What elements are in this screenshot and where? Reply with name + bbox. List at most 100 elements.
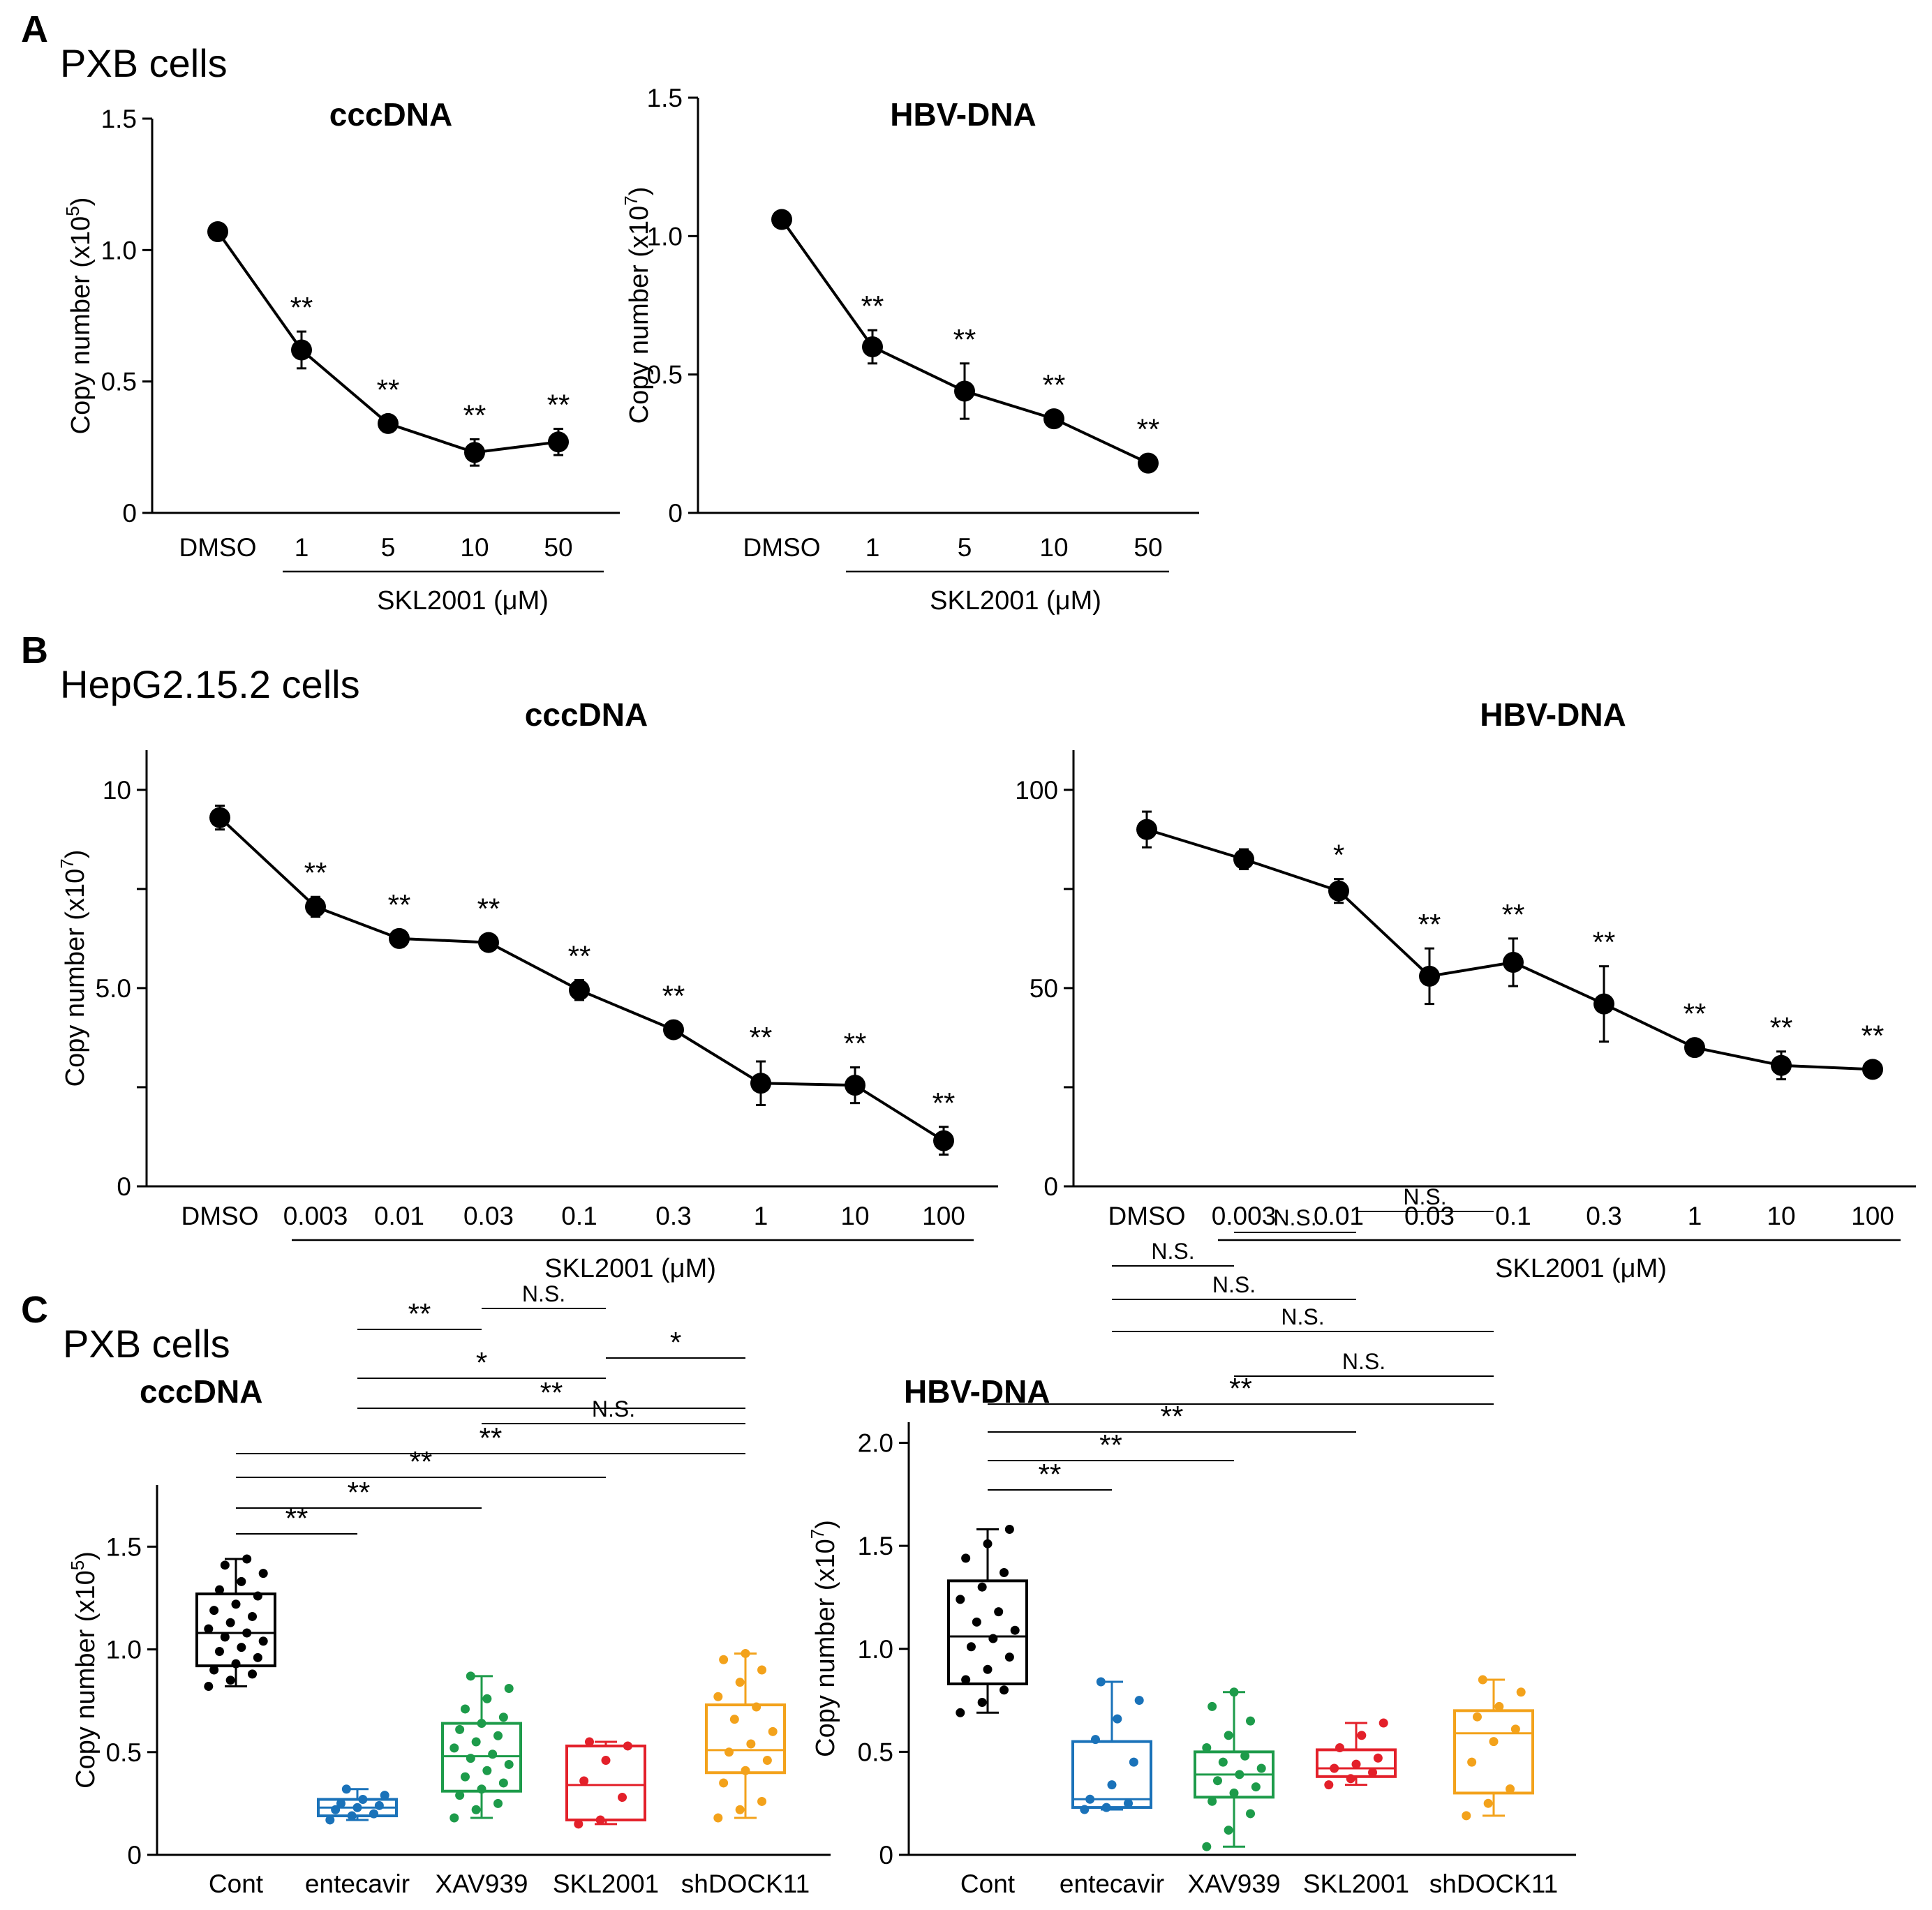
jitter-point: [579, 1776, 589, 1786]
jitter-point: [1107, 1780, 1117, 1790]
data-point: [954, 380, 975, 402]
jitter-point: [471, 1805, 481, 1814]
jitter-point: [1246, 1716, 1256, 1726]
significance-label: **: [1043, 368, 1066, 401]
jitter-point: [1346, 1774, 1355, 1784]
y-tick-label: 0: [668, 499, 683, 528]
comparison-label: **: [1161, 1400, 1184, 1433]
data-point: [464, 442, 485, 463]
jitter-point: [1218, 1757, 1228, 1767]
jitter-point: [331, 1805, 341, 1814]
y-tick-label: 0.5: [858, 1738, 893, 1766]
y-tick-label: 0.5: [647, 361, 683, 389]
x-category-label: SKL2001: [553, 1870, 659, 1898]
data-point: [1138, 452, 1159, 474]
data-point: [1503, 951, 1524, 973]
jitter-point: [455, 1724, 465, 1734]
jitter-point: [956, 1595, 965, 1604]
data-point: [1771, 1054, 1792, 1076]
significance-label: **: [1502, 898, 1525, 931]
jitter-point: [1212, 1776, 1222, 1786]
significance-label: **: [1418, 908, 1441, 941]
jitter-point: [741, 1766, 750, 1775]
x-category-label: 100: [1851, 1202, 1894, 1230]
jitter-point: [358, 1795, 368, 1804]
y-tick-label: 100: [1015, 776, 1058, 805]
comparison-label: **: [480, 1422, 503, 1454]
jitter-point: [220, 1560, 230, 1570]
jitter-point: [1494, 1701, 1504, 1711]
comparison-label: **: [1229, 1372, 1252, 1405]
jitter-point: [325, 1815, 335, 1825]
chart-c-cccdna: 0 0.5 1.0 1.5 cccDNA Copy number (x105) Cont en…: [67, 1281, 831, 1898]
jitter-point: [471, 1737, 481, 1747]
x-category-label: 5: [958, 533, 972, 562]
data-point: [862, 336, 883, 357]
chart-title: cccDNA: [525, 696, 648, 733]
x-category-label: 50: [1134, 533, 1162, 562]
y-axis-label: Copy number (x107): [807, 1520, 840, 1757]
jitter-point: [253, 1652, 262, 1662]
jitter-point: [741, 1648, 750, 1658]
jitter-point: [1462, 1811, 1471, 1821]
jitter-point: [961, 1675, 971, 1685]
y-tick-label: 1.0: [101, 236, 137, 264]
jitter-point: [752, 1702, 761, 1712]
jitter-point: [1516, 1687, 1526, 1697]
x-category-label: SKL2001: [1303, 1870, 1409, 1898]
jitter-point: [380, 1791, 389, 1800]
x-category-label: 0.1: [1495, 1202, 1531, 1230]
jitter-point: [719, 1778, 729, 1788]
jitter-point: [1004, 1652, 1014, 1662]
jitter-point: [477, 1719, 486, 1729]
jitter-point: [1101, 1803, 1111, 1812]
data-point: [1419, 965, 1440, 987]
jitter-point: [1467, 1757, 1477, 1767]
jitter-point: [341, 1784, 351, 1794]
x-category-label: 0.3: [1586, 1202, 1621, 1230]
significance-label: **: [953, 323, 976, 356]
x-category-label: 0.01: [374, 1202, 424, 1230]
comparison-label: **: [410, 1445, 433, 1478]
jitter-point: [258, 1569, 268, 1579]
jitter-point: [1202, 1743, 1212, 1752]
comparison-label: *: [476, 1346, 487, 1379]
data-point: [1136, 819, 1157, 840]
jitter-point: [488, 1749, 498, 1759]
x-category-label: 0.03: [463, 1202, 514, 1230]
jitter-point: [983, 1539, 993, 1549]
jitter-point: [762, 1756, 772, 1766]
y-tick-label: 1.0: [106, 1636, 142, 1664]
jitter-point: [1240, 1751, 1250, 1761]
jitter-point: [719, 1655, 729, 1664]
jitter-point: [204, 1682, 214, 1692]
y-axis-label: Copy number (x107): [57, 850, 90, 1087]
x-category-label: 1: [754, 1202, 768, 1230]
series-line: [1146, 828, 1873, 1071]
jitter-point: [1330, 1763, 1339, 1773]
jitter-point: [369, 1809, 379, 1819]
jitter-point: [209, 1665, 219, 1675]
x-category-label: shDOCK11: [1429, 1870, 1558, 1898]
chart-a-cccdna: 0 0.5 1.0 1.5 cccDNA Copy number (x105) DMSO **…: [62, 96, 620, 615]
y-tick-label: 0: [1043, 1172, 1058, 1201]
jitter-point: [352, 1803, 362, 1812]
jitter-point: [237, 1576, 246, 1586]
comparison-label: **: [348, 1476, 371, 1509]
jitter-point: [242, 1554, 252, 1564]
jitter-point: [972, 1617, 981, 1627]
jitter-point: [1124, 1798, 1134, 1808]
panel-letter-c: C: [21, 1289, 48, 1331]
comparison-label: N.S.: [1281, 1304, 1324, 1329]
y-tick-label: 1.0: [858, 1635, 893, 1664]
x-category-label: 0.01: [1314, 1202, 1364, 1230]
jitter-point: [449, 1743, 459, 1753]
data-point: [933, 1130, 954, 1151]
x-category-label: 5: [381, 533, 396, 562]
jitter-point: [258, 1636, 268, 1646]
jitter-point: [1472, 1712, 1482, 1722]
jitter-point: [1351, 1759, 1361, 1769]
jitter-point: [1000, 1685, 1009, 1695]
